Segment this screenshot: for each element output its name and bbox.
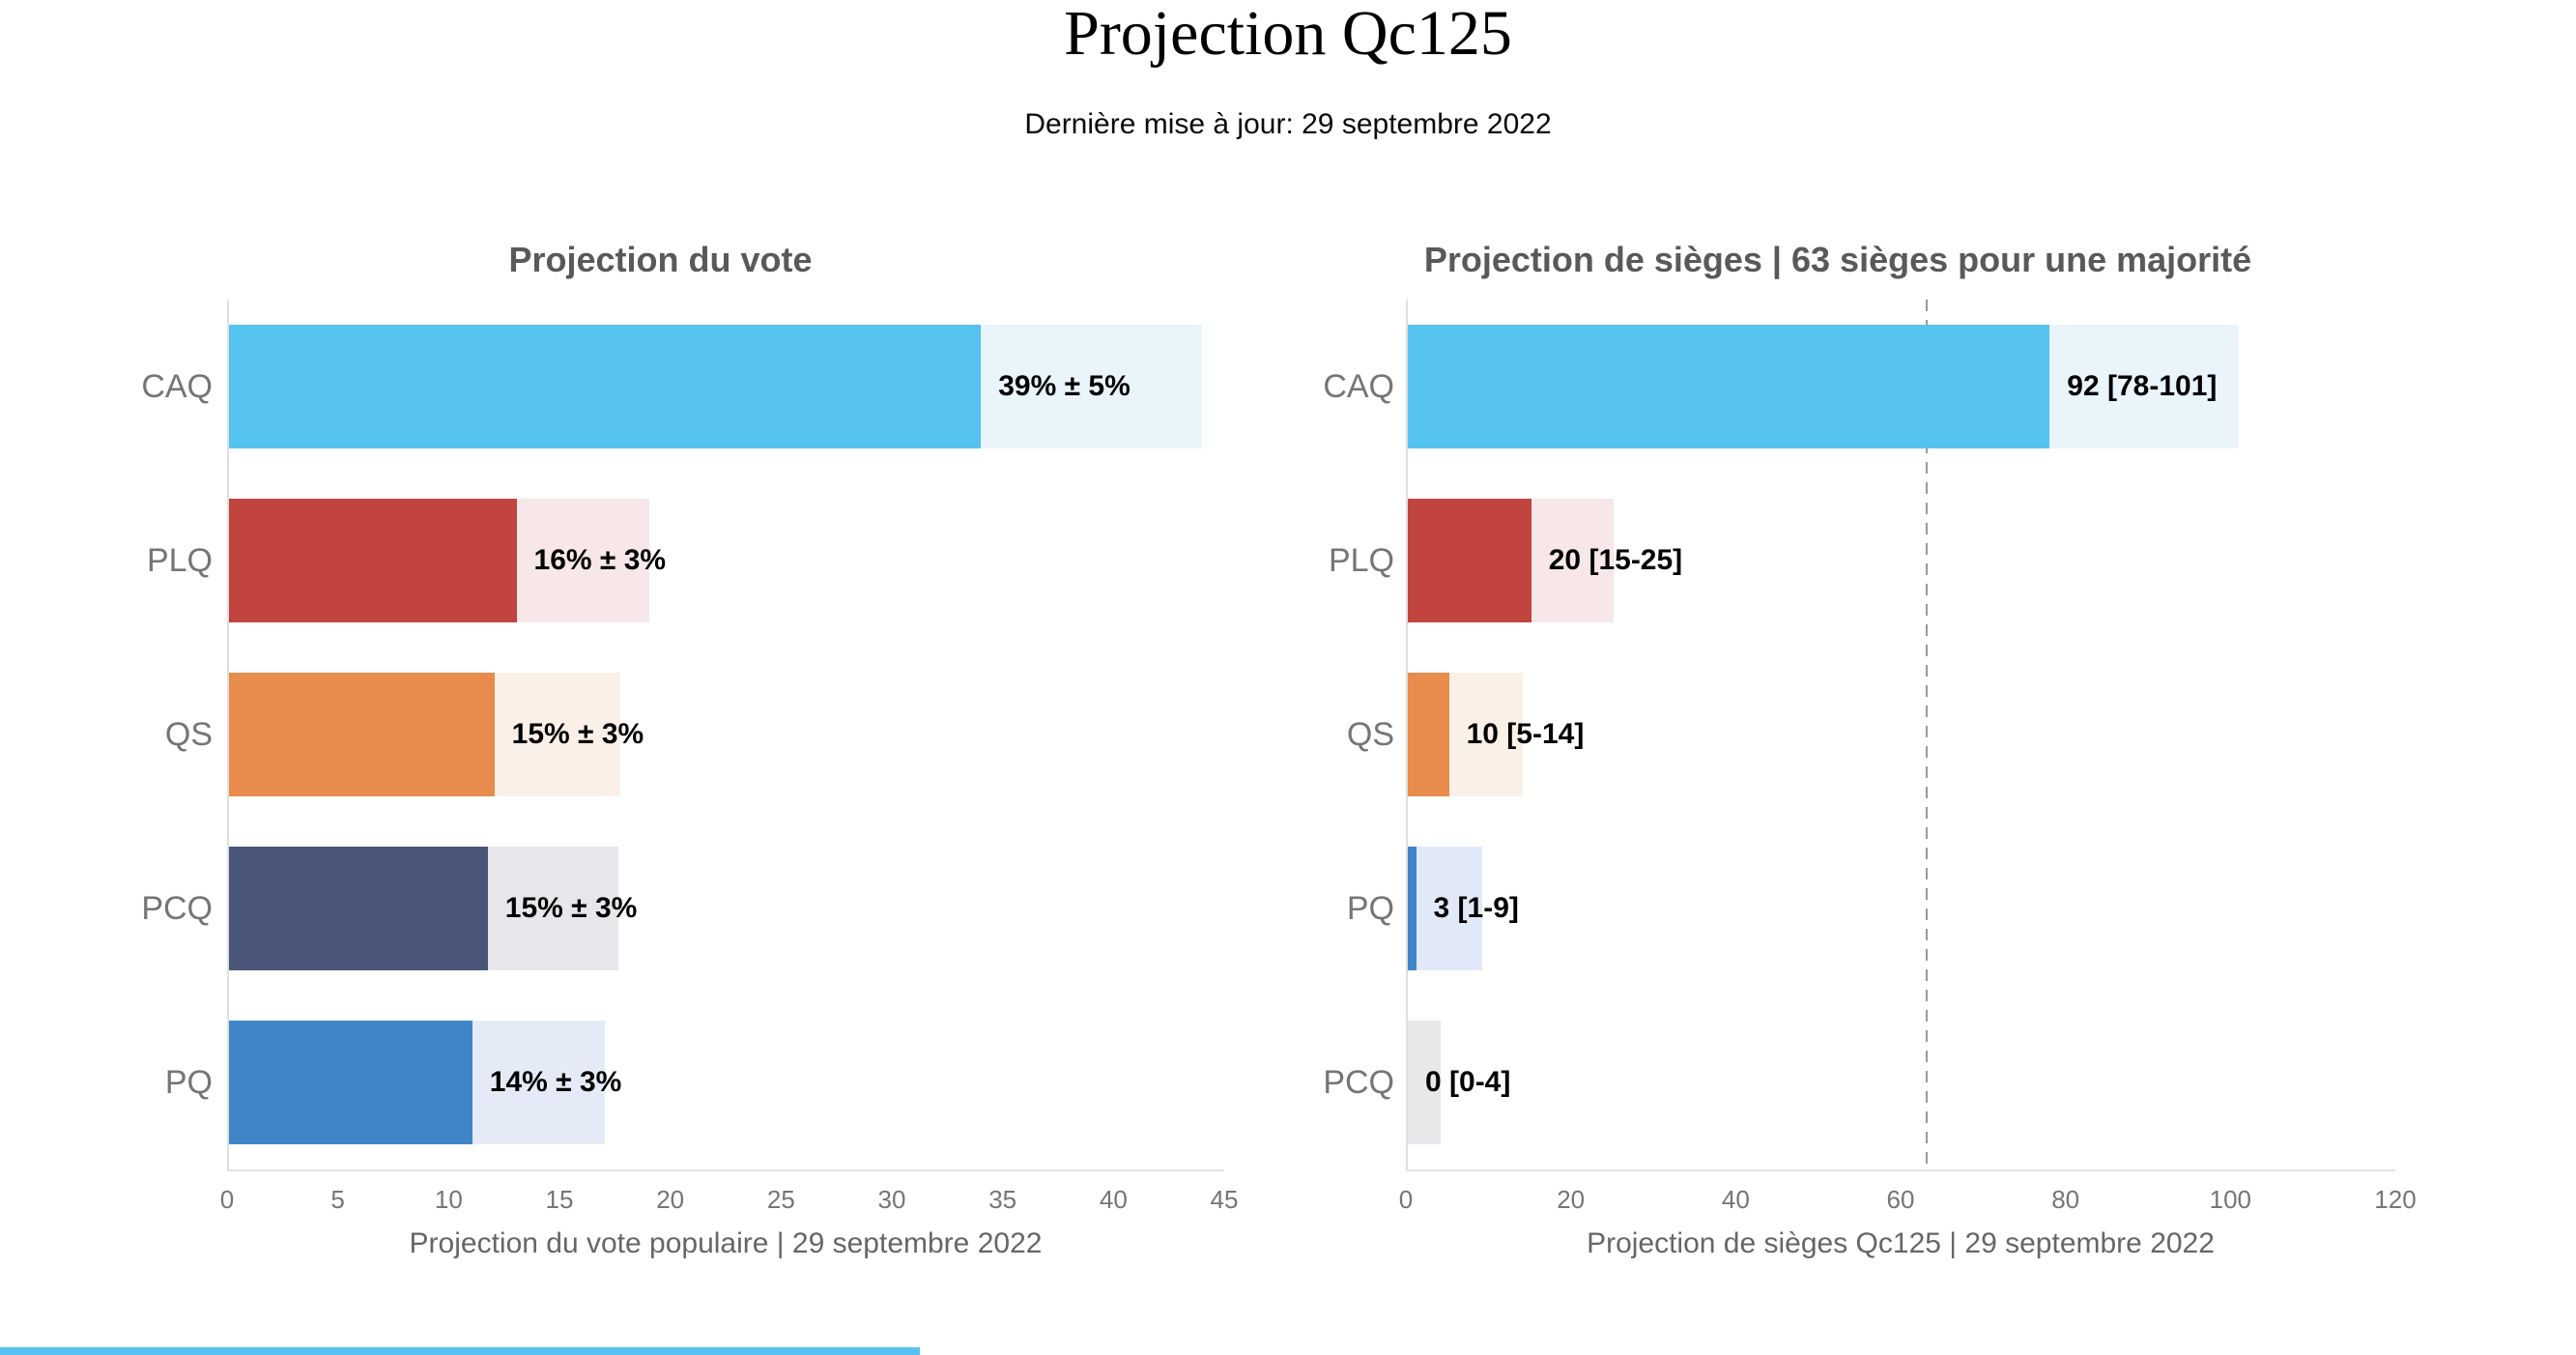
category-label: PQ — [1346, 889, 1394, 927]
chart-title: Projection du vote — [508, 240, 813, 279]
x-axis-tick: 40 — [1099, 1185, 1128, 1214]
cutoff-bar-fragment — [0, 1347, 920, 1355]
bar-confidence-band — [1408, 1021, 1442, 1144]
plot-area: CAQ 92 [78-101] PLQ 20 [15-25] QS 10 [5-14] PQ… — [1280, 300, 2417, 1260]
bar-projection — [1408, 499, 1531, 622]
bars-container: CAQ 92 [78-101] PLQ 20 [15-25] QS 10 [5-14] PQ… — [1280, 300, 2395, 1169]
bar-value-label: 3 [1-9] — [1433, 892, 1519, 924]
bar-projection — [229, 1021, 472, 1144]
bar-row: PCQ 15% ± 3% — [97, 822, 1224, 995]
bar-area: 10 [5-14] — [1406, 648, 2395, 822]
bar-row: PCQ 0 [0-4] — [1280, 995, 2395, 1169]
bar-projection — [229, 499, 517, 622]
bar-projection — [1408, 847, 1417, 970]
bar-projection — [1408, 673, 1449, 796]
category-label: PLQ — [1328, 541, 1394, 579]
bar-row: CAQ 92 [78-101] — [1280, 300, 2395, 474]
bar-row: QS 10 [5-14] — [1280, 648, 2395, 822]
bar-value-label: 0 [0-4] — [1425, 1066, 1511, 1098]
category-label: PCQ — [1323, 1063, 1394, 1101]
majority-line-overlay — [1406, 300, 2395, 1169]
x-axis-ticks: 0 20 40 60 80 100 120 — [1399, 1171, 2417, 1220]
bar-row: PLQ 20 [15-25] — [1280, 474, 2395, 648]
x-axis-tick: 25 — [766, 1185, 795, 1214]
bar-area: 0 [0-4] — [1406, 995, 2395, 1169]
x-axis-tick: 0 — [1398, 1185, 1414, 1214]
vote-projection-chart: Projection du vote CAQ 39% ± 5% PLQ 16% ± 3… — [97, 240, 1239, 1260]
bar-projection — [229, 673, 495, 796]
x-axis-tick: 80 — [2051, 1185, 2080, 1214]
x-axis-tick: 60 — [1886, 1185, 1915, 1214]
x-axis-tick: 20 — [656, 1185, 685, 1214]
bar-confidence-band — [494, 673, 621, 796]
x-axis-tick: 120 — [2374, 1185, 2417, 1214]
category-label: PQ — [164, 1063, 213, 1101]
plot-area: CAQ 39% ± 5% PLQ 16% ± 3% QS 15% ± 3% PCQ 15% ±… — [97, 300, 1239, 1260]
x-axis-label: Projection du vote populaire | 29 septem… — [409, 1227, 1043, 1259]
bar-projection — [229, 325, 982, 448]
seat-projection-chart: Projection de sièges | 63 sièges pour un… — [1280, 240, 2417, 1260]
x-axis-line — [1406, 1169, 2395, 1171]
bar-confidence-band — [1448, 673, 1524, 796]
bar-area: 39% ± 5% — [227, 300, 1224, 474]
bar-row: PQ 14% ± 3% — [97, 995, 1224, 1169]
chart-title: Projection de sièges | 63 sièges pour un… — [1423, 240, 2252, 279]
bar-value-label: 92 [78-101] — [2067, 370, 2218, 402]
majority-threshold-line — [1925, 300, 1928, 1169]
bar-value-label: 15% ± 3% — [504, 892, 638, 924]
bar-row: PQ 3 [1-9] — [1280, 822, 2395, 995]
bar-row: QS 15% ± 3% — [97, 648, 1224, 822]
bar-projection — [229, 847, 488, 970]
bar-confidence-band — [981, 325, 1203, 448]
x-axis-tick: 10 — [434, 1185, 463, 1214]
page-subtitle: Dernière mise à jour: 29 septembre 2022 — [1024, 108, 1552, 140]
bar-confidence-band — [472, 1021, 606, 1144]
bars-container: CAQ 39% ± 5% PLQ 16% ± 3% QS 15% ± 3% PCQ 15% ±… — [97, 300, 1224, 1169]
x-axis-tick: 15 — [545, 1185, 574, 1214]
bar-area: 15% ± 3% — [227, 822, 1224, 995]
bar-confidence-band — [516, 499, 649, 622]
x-axis-tick: 20 — [1557, 1185, 1586, 1214]
bar-value-label: 20 [15-25] — [1548, 544, 1683, 576]
x-axis-tick: 0 — [219, 1185, 235, 1214]
category-label: CAQ — [141, 367, 213, 405]
bar-area: 16% ± 3% — [227, 474, 1224, 648]
bar-projection — [1408, 325, 2050, 448]
bar-area: 20 [15-25] — [1406, 474, 2395, 648]
bar-confidence-band — [2049, 325, 2240, 448]
x-axis-label: Projection de sièges Qc125 | 29 septembr… — [1587, 1227, 2215, 1259]
bar-value-label: 39% ± 5% — [998, 370, 1131, 402]
bar-confidence-band — [1531, 499, 1614, 622]
x-axis-tick: 5 — [330, 1185, 345, 1214]
bar-value-label: 15% ± 3% — [511, 718, 644, 750]
x-axis-tick: 45 — [1210, 1185, 1239, 1214]
bar-row: PLQ 16% ± 3% — [97, 474, 1224, 648]
category-label: QS — [1346, 715, 1394, 753]
category-label: PCQ — [141, 889, 213, 927]
bar-value-label: 14% ± 3% — [489, 1066, 622, 1098]
category-label: CAQ — [1323, 367, 1394, 405]
bar-area: 92 [78-101] — [1406, 300, 2395, 474]
bar-confidence-band — [1416, 847, 1482, 970]
bar-row: CAQ 39% ± 5% — [97, 300, 1224, 474]
category-label: QS — [164, 715, 213, 753]
x-axis-tick: 35 — [988, 1185, 1017, 1214]
page-title: Projection Qc125 — [1064, 0, 1512, 69]
category-label: PLQ — [146, 541, 213, 579]
x-axis-tick: 30 — [877, 1185, 906, 1214]
x-axis-line — [227, 1169, 1224, 1171]
bar-confidence-band — [487, 847, 618, 970]
bar-area: 15% ± 3% — [227, 648, 1224, 822]
bar-area: 14% ± 3% — [227, 995, 1224, 1169]
x-axis-tick: 40 — [1721, 1185, 1750, 1214]
bar-area: 3 [1-9] — [1406, 822, 2395, 995]
bar-value-label: 10 [5-14] — [1466, 718, 1585, 750]
x-axis-tick: 100 — [2209, 1185, 2252, 1214]
bar-value-label: 16% ± 3% — [533, 544, 667, 576]
x-axis-ticks: 0 5 10 15 20 25 30 35 40 45 — [220, 1171, 1239, 1220]
